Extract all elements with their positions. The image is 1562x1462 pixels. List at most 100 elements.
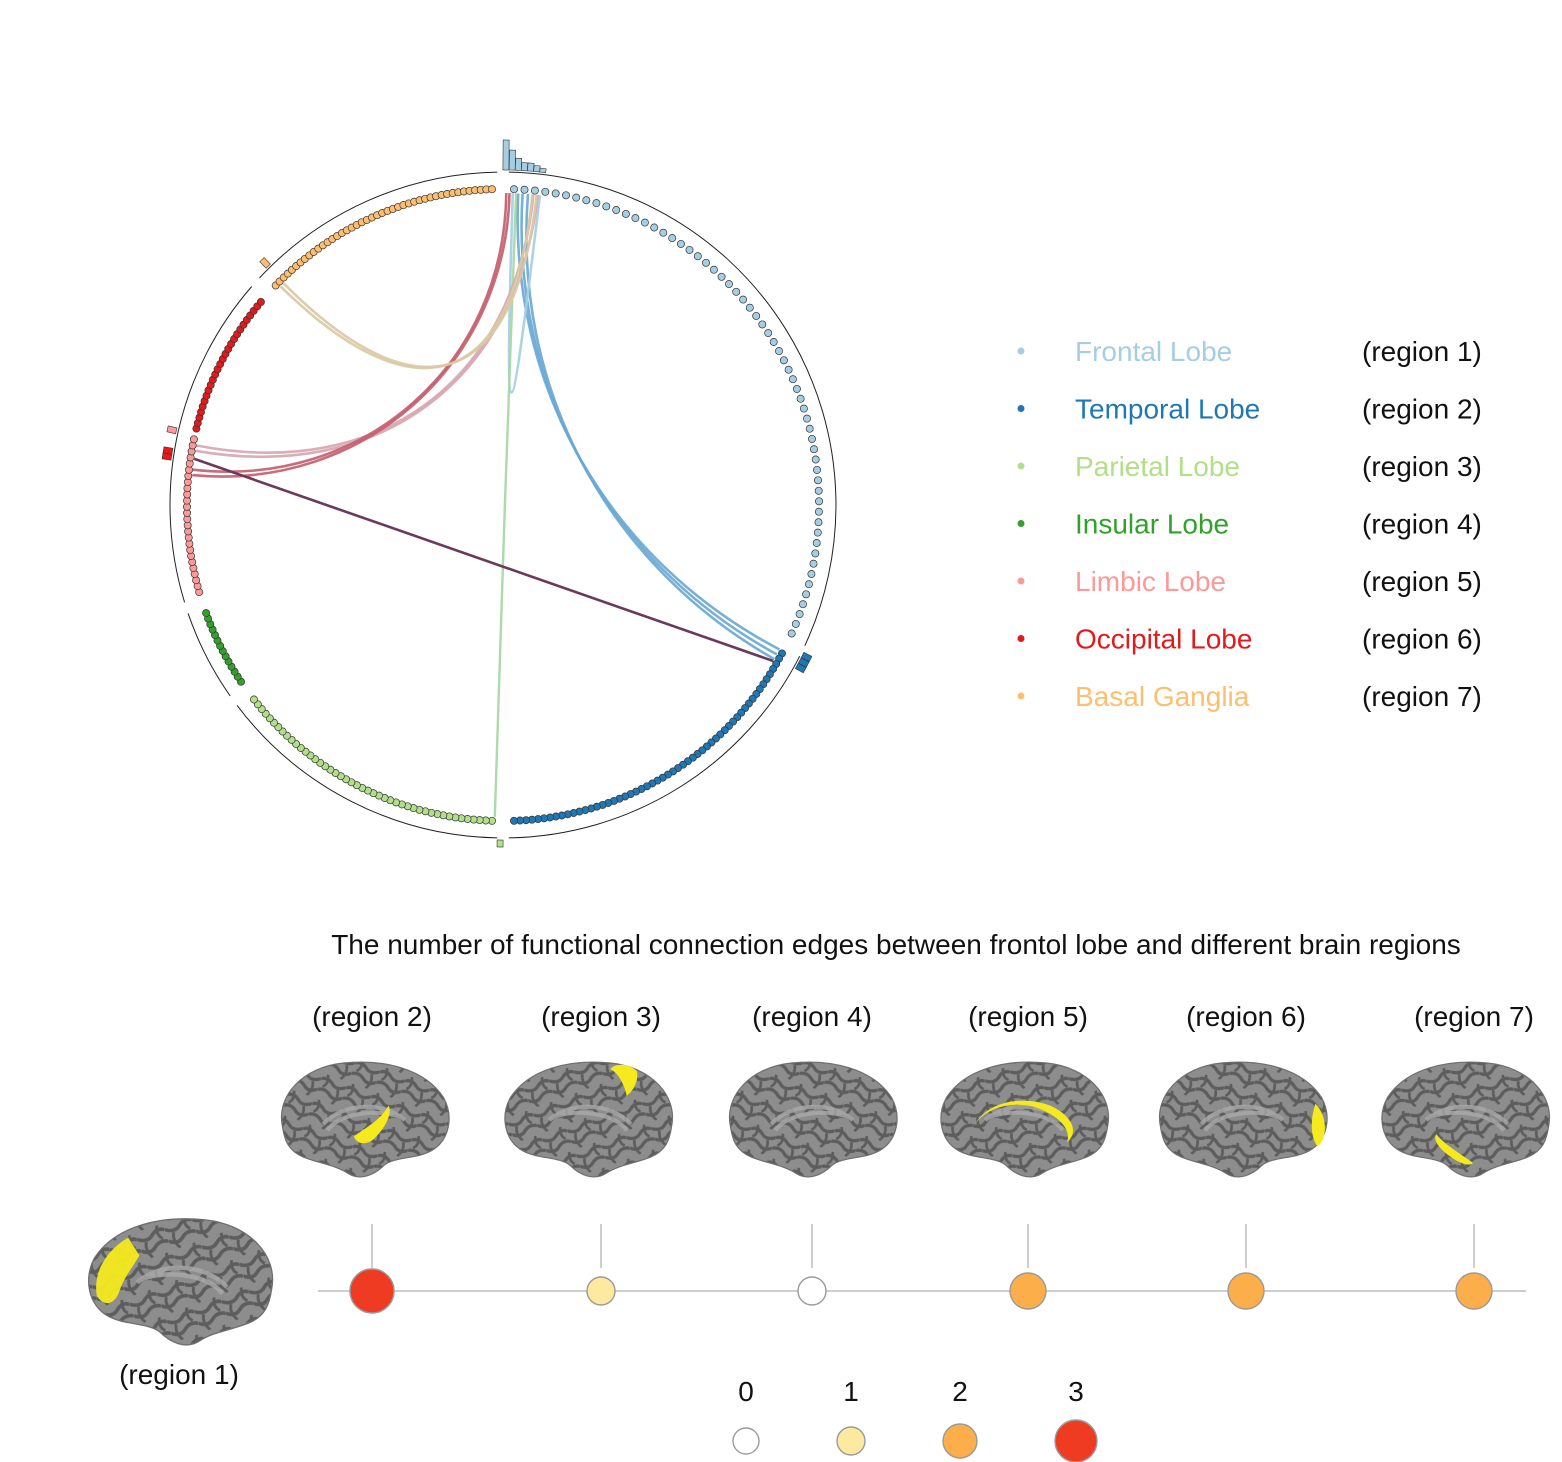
region-node: [812, 539, 821, 547]
scale-value: 0: [738, 1376, 754, 1407]
brain-surface: [280, 1061, 450, 1178]
region-node: [795, 610, 804, 619]
region-node: [799, 404, 808, 413]
scale-swatch: [732, 1427, 760, 1455]
connection-link: [516, 193, 781, 651]
legend: Frontal Lobe (region 1) Temporal Lobe (regi…: [1017, 336, 1482, 712]
region-node: [650, 223, 659, 232]
legend-region: (region 4): [1362, 509, 1482, 540]
region-node: [685, 245, 694, 254]
region-node: [802, 590, 811, 599]
brain-surface: [87, 1218, 274, 1346]
degree-bar: [539, 167, 547, 174]
region-node: [602, 202, 611, 211]
connection-count-marker: [1455, 1272, 1493, 1310]
connection-strip: [318, 1224, 1526, 1314]
scale-value: 2: [952, 1376, 968, 1407]
chord-diagram: [161, 139, 837, 848]
region-node: [809, 559, 818, 568]
degree-bar: [533, 165, 541, 173]
region-node: [791, 619, 800, 628]
connection-link: [192, 193, 511, 478]
region-node: [541, 187, 550, 196]
legend-region: (region 6): [1362, 624, 1482, 655]
degree-bar: [496, 839, 504, 848]
region-node: [551, 189, 560, 198]
region-node: [572, 193, 581, 202]
target-region-label: (region 2): [312, 1001, 432, 1032]
target-region-label: (region 6): [1186, 1001, 1306, 1032]
source-brain: [87, 1218, 274, 1346]
legend-dot: [1017, 577, 1025, 585]
legend-dot: [1017, 520, 1025, 527]
region-node: [739, 295, 748, 304]
region-node: [813, 465, 821, 474]
region-node: [813, 528, 822, 537]
legend-dot: [1017, 692, 1025, 700]
region-node: [769, 338, 778, 346]
sector-arc: [236, 705, 498, 839]
legend-region: (region 7): [1362, 681, 1482, 712]
region-node: [758, 320, 767, 329]
legend-label: Frontal Lobe: [1075, 336, 1232, 367]
degree-bar: [259, 257, 271, 269]
legend-region: (region 1): [1362, 336, 1482, 367]
degree-histogram: [161, 139, 813, 848]
region-node: [488, 185, 496, 194]
connection-links: [192, 192, 781, 817]
panel-title: The number of functional connection edge…: [331, 929, 1461, 960]
region-node: [582, 196, 591, 205]
region-node: [808, 434, 816, 443]
degree-bar: [508, 149, 516, 171]
connection-link: [192, 192, 508, 473]
region-node: [621, 209, 630, 218]
region-node: [805, 424, 814, 433]
outer-ring: [169, 171, 837, 839]
region-node: [745, 303, 754, 312]
region-node: [732, 287, 741, 296]
degree-bar: [527, 162, 535, 172]
legend-label: Temporal Lobe: [1075, 394, 1260, 425]
region-node: [775, 347, 783, 356]
region-node: [725, 280, 733, 289]
region-node: [779, 356, 788, 365]
connection-count-marker: [1009, 1272, 1047, 1310]
brain-surface: [1381, 1061, 1551, 1178]
scale-swatch: [1054, 1419, 1098, 1462]
scale-value: 3: [1068, 1376, 1084, 1407]
brain-surface: [1158, 1061, 1328, 1178]
region-node: [520, 185, 529, 194]
region-node: [814, 507, 823, 516]
scale-swatch: [836, 1426, 866, 1456]
sector-arc: [187, 613, 231, 697]
degree-bar: [520, 162, 529, 172]
scale-value: 1: [843, 1376, 859, 1407]
target-region-label: (region 3): [541, 1001, 661, 1032]
region-node: [530, 186, 539, 195]
region-node: [659, 228, 668, 237]
connection-link: [525, 193, 775, 661]
legend-dot: [1017, 635, 1025, 642]
degree-bar: [794, 662, 807, 674]
region-node: [752, 311, 761, 320]
connection-count-marker: [586, 1276, 616, 1306]
region-node: [640, 218, 649, 227]
region-node: [792, 384, 801, 393]
legend-label: Occipital Lobe: [1075, 624, 1252, 655]
legend-dot: [1017, 405, 1025, 412]
legend-dot: [1017, 347, 1025, 355]
sector-arc: [508, 655, 801, 839]
region-node: [250, 695, 258, 704]
region-node: [784, 365, 793, 374]
region-node: [787, 629, 796, 638]
sector-arc: [178, 286, 253, 431]
region-node: [803, 414, 811, 423]
target-region-label: (region 5): [968, 1001, 1088, 1032]
color-scale: 0 1 2 3: [732, 1376, 1098, 1462]
brain-surface: [728, 1061, 898, 1178]
target-region-label: (region 4): [752, 1001, 872, 1032]
brain-surface: [504, 1061, 674, 1178]
brain-surface: [940, 1061, 1110, 1178]
region-node: [814, 476, 822, 485]
